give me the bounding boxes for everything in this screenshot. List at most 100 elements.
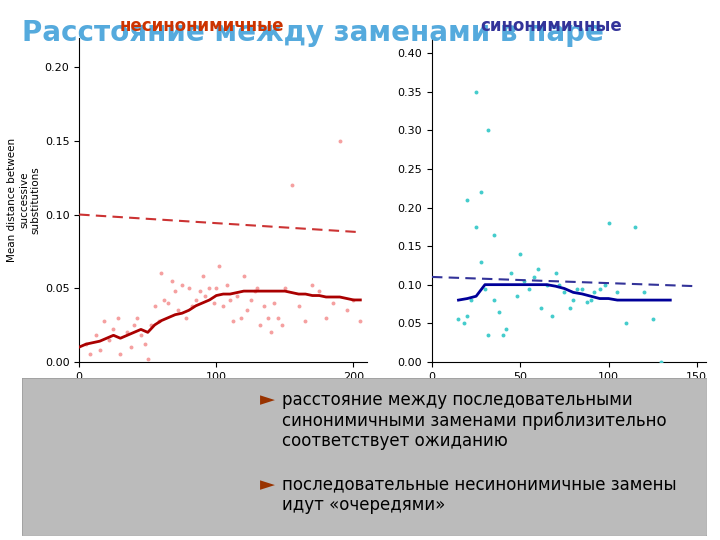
Point bbox=[611, 288, 623, 296]
Point bbox=[145, 321, 156, 329]
Point bbox=[470, 87, 482, 96]
Point bbox=[98, 316, 109, 325]
Point bbox=[190, 295, 202, 304]
Point bbox=[249, 287, 261, 295]
Point bbox=[482, 126, 494, 134]
Point bbox=[300, 316, 311, 325]
Point bbox=[84, 350, 96, 359]
X-axis label: Substitutions on tree: Substitutions on tree bbox=[503, 387, 635, 397]
Point bbox=[258, 301, 270, 310]
Point bbox=[266, 328, 277, 336]
Point bbox=[128, 321, 140, 329]
Point bbox=[465, 296, 477, 305]
Point bbox=[559, 288, 570, 296]
Text: ►: ► bbox=[260, 390, 275, 409]
Point bbox=[482, 330, 494, 339]
Point bbox=[108, 325, 120, 334]
Point bbox=[505, 269, 517, 278]
Point bbox=[176, 281, 188, 289]
Point bbox=[493, 307, 505, 316]
Point bbox=[341, 306, 352, 315]
Point bbox=[194, 287, 206, 295]
Point bbox=[532, 265, 544, 274]
Point bbox=[94, 346, 106, 354]
Point bbox=[208, 299, 220, 307]
Point bbox=[564, 303, 575, 312]
Point bbox=[327, 299, 338, 307]
Point bbox=[104, 335, 115, 344]
Point bbox=[158, 295, 170, 304]
Point bbox=[222, 281, 233, 289]
Point bbox=[476, 188, 487, 197]
Point bbox=[348, 295, 359, 304]
Point bbox=[90, 331, 102, 340]
Point bbox=[541, 280, 552, 289]
Point bbox=[227, 316, 238, 325]
Point bbox=[567, 296, 579, 305]
Point bbox=[156, 269, 167, 278]
Point bbox=[245, 295, 256, 304]
Point bbox=[571, 284, 582, 293]
Point bbox=[172, 306, 184, 315]
Point bbox=[550, 269, 562, 278]
Point bbox=[199, 291, 211, 300]
Point bbox=[112, 313, 123, 322]
Point bbox=[320, 313, 332, 322]
Point bbox=[528, 273, 540, 281]
Point bbox=[599, 280, 611, 289]
Point bbox=[204, 284, 215, 293]
Text: последовательные несинонимичные замены
идут «очередями»: последовательные несинонимичные замены и… bbox=[282, 475, 676, 514]
Point bbox=[647, 315, 658, 323]
Point bbox=[139, 340, 150, 348]
Y-axis label: Mean distance between
successive
substitutions: Mean distance between successive substit… bbox=[7, 138, 40, 262]
Point bbox=[210, 284, 222, 293]
Point bbox=[656, 357, 667, 366]
Point bbox=[252, 284, 264, 293]
Point bbox=[235, 313, 247, 322]
Point bbox=[149, 301, 161, 310]
Point bbox=[476, 257, 487, 266]
Point bbox=[488, 230, 500, 239]
Point bbox=[313, 287, 325, 295]
Point bbox=[183, 284, 194, 293]
Text: Расстояние между заменами в паре: Расстояние между заменами в паре bbox=[22, 19, 603, 47]
Point bbox=[480, 284, 491, 293]
Point bbox=[511, 292, 523, 301]
Point bbox=[272, 313, 284, 322]
Point bbox=[603, 219, 614, 227]
Point bbox=[240, 306, 252, 315]
Point bbox=[554, 280, 565, 289]
Point bbox=[131, 313, 143, 322]
Point bbox=[453, 315, 464, 323]
Point bbox=[268, 299, 279, 307]
Text: ►: ► bbox=[260, 475, 275, 494]
Point bbox=[458, 319, 469, 328]
Point bbox=[279, 284, 291, 293]
Point bbox=[497, 330, 508, 339]
Point bbox=[462, 311, 473, 320]
Point bbox=[582, 298, 593, 306]
Point bbox=[546, 311, 558, 320]
Point bbox=[231, 291, 243, 300]
Point bbox=[515, 249, 526, 258]
Point bbox=[114, 350, 126, 359]
Point bbox=[629, 222, 641, 231]
Point bbox=[638, 288, 649, 296]
Point bbox=[169, 287, 181, 295]
Point bbox=[167, 276, 179, 285]
Point bbox=[142, 355, 153, 363]
Point bbox=[217, 301, 229, 310]
Point bbox=[500, 325, 512, 334]
Point bbox=[470, 222, 482, 231]
Point bbox=[462, 195, 473, 204]
Point bbox=[576, 284, 588, 293]
Point bbox=[186, 301, 197, 310]
Point bbox=[589, 288, 600, 296]
Point bbox=[197, 272, 208, 281]
Text: расстояние между последовательными
синонимичными заменами приблизительно
соответ: расстояние между последовательными синон… bbox=[282, 390, 666, 450]
Point bbox=[621, 319, 632, 328]
Point bbox=[354, 316, 366, 325]
Point bbox=[122, 328, 133, 336]
Point bbox=[488, 296, 500, 305]
Point bbox=[334, 137, 346, 145]
